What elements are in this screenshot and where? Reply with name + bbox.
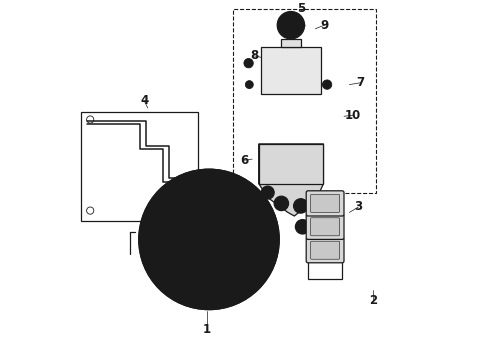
Circle shape <box>195 178 202 185</box>
Circle shape <box>195 294 202 301</box>
Circle shape <box>200 230 218 248</box>
Text: 5: 5 <box>296 3 305 15</box>
FancyBboxPatch shape <box>259 144 323 184</box>
Text: 4: 4 <box>140 94 148 107</box>
FancyBboxPatch shape <box>311 241 340 259</box>
Circle shape <box>322 80 332 89</box>
FancyBboxPatch shape <box>306 214 344 239</box>
FancyBboxPatch shape <box>306 238 344 263</box>
FancyBboxPatch shape <box>306 191 344 216</box>
Bar <box>281 39 301 47</box>
FancyBboxPatch shape <box>311 194 340 212</box>
Circle shape <box>281 15 300 35</box>
Circle shape <box>277 12 305 39</box>
Bar <box>81 112 198 221</box>
Bar <box>308 261 342 279</box>
FancyBboxPatch shape <box>261 47 320 94</box>
Text: 10: 10 <box>345 109 361 122</box>
Text: 8: 8 <box>250 49 258 62</box>
Text: 6: 6 <box>240 154 248 167</box>
Circle shape <box>294 199 308 213</box>
Circle shape <box>244 58 253 68</box>
Circle shape <box>147 236 154 243</box>
Circle shape <box>256 265 264 273</box>
Circle shape <box>256 206 264 213</box>
Circle shape <box>139 169 279 310</box>
Circle shape <box>245 81 253 89</box>
Text: 1: 1 <box>203 323 211 336</box>
Circle shape <box>156 274 164 282</box>
Circle shape <box>261 186 274 199</box>
Text: 7: 7 <box>356 76 364 89</box>
Polygon shape <box>259 144 323 216</box>
Circle shape <box>295 220 310 234</box>
FancyBboxPatch shape <box>311 218 340 236</box>
Circle shape <box>204 234 214 244</box>
Circle shape <box>274 196 289 211</box>
Text: 3: 3 <box>354 201 363 213</box>
Text: 2: 2 <box>369 294 377 307</box>
Bar <box>233 9 376 193</box>
Text: 9: 9 <box>320 19 328 32</box>
